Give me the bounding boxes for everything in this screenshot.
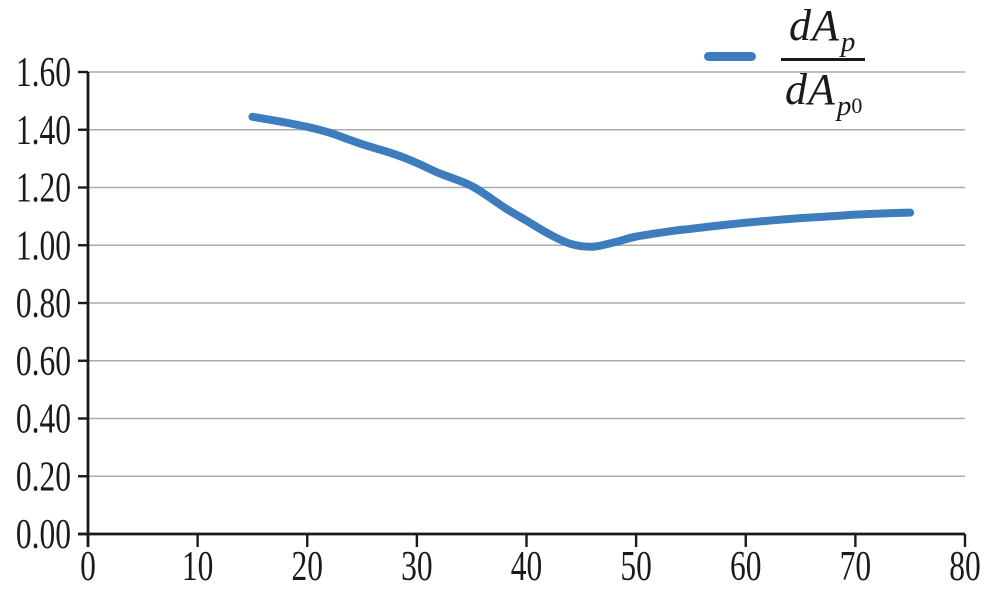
legend-line-marker — [704, 52, 756, 61]
x-tick-label: 10 — [182, 544, 213, 590]
tick-labels: 0.00 0.20 0.40 0.60 0.80 1.00 1.20 1.40 1.60 0 10 2… — [16, 50, 981, 590]
fraction-denominator: dAp0 — [781, 61, 865, 121]
denominator-base: dA — [785, 65, 836, 114]
y-tick-label: 1.60 — [16, 50, 71, 96]
data-series-line — [248, 112, 915, 251]
x-tick-label: 30 — [401, 544, 432, 590]
y-tick-label: 1.00 — [16, 223, 71, 269]
denominator-subscript: p — [836, 90, 852, 122]
tick-marks — [78, 70, 967, 547]
x-tick-label: 20 — [292, 544, 323, 590]
y-tick-label: 1.40 — [16, 108, 71, 154]
y-tick-label: 0.20 — [16, 454, 71, 500]
x-tick-label: 40 — [511, 544, 542, 590]
numerator-base: dA — [789, 1, 840, 50]
y-tick-label: 0.80 — [16, 281, 71, 327]
y-tick-label: 0.60 — [16, 339, 71, 385]
y-tick-label: 0.40 — [16, 396, 71, 442]
denominator-subsubscript: 0 — [851, 93, 863, 118]
x-tick-label: 50 — [620, 544, 651, 590]
numerator-subscript: p — [840, 26, 856, 58]
axes — [78, 72, 965, 547]
x-tick-label: 70 — [840, 544, 871, 590]
gridlines — [88, 71, 965, 478]
y-tick-label: 1.20 — [16, 165, 71, 211]
legend: dAp dAp0 — [704, 1, 866, 121]
legend-fraction-label: dAp dAp0 — [781, 1, 866, 121]
fraction-numerator: dAp — [781, 1, 866, 61]
y-tick-label: 0.00 — [16, 512, 71, 558]
x-tick-label: 80 — [949, 544, 980, 590]
x-tick-label: 60 — [730, 544, 761, 590]
x-tick-label: 0 — [80, 544, 96, 590]
